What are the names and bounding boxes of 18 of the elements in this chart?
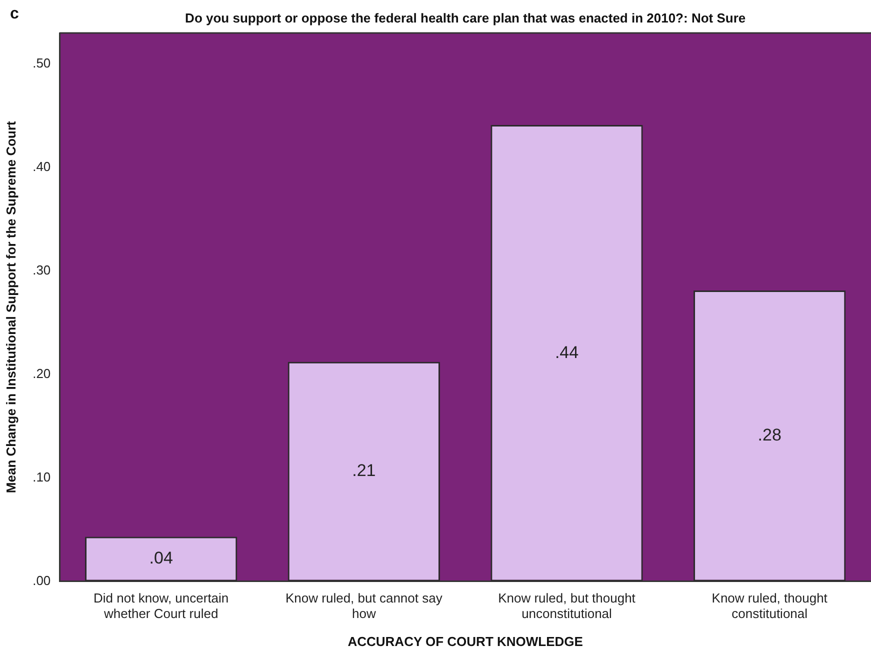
x-tick-label: Did not know, uncertain whether Court ruled (94, 590, 229, 622)
data-label: .21 (352, 461, 376, 480)
chart-title: Do you support or oppose the federal health care plan that was enacted in 2010?: Not Sure (185, 10, 746, 26)
x-tick-label: Know ruled, thought constitutional (712, 590, 828, 622)
y-tick-label: .20 (32, 366, 51, 381)
data-label: .28 (758, 426, 782, 445)
data-label: .44 (554, 342, 579, 362)
y-axis-title: Mean Change in Institutional Support for the Supreme Court (3, 120, 18, 494)
data-label: .04 (149, 548, 173, 568)
y-tick-label: .30 (32, 262, 51, 278)
y-tick-label: .50 (32, 56, 51, 71)
y-tick-label: .10 (32, 469, 51, 484)
x-axis-title: ACCURACY OF COURT KNOWLEDGE (348, 634, 584, 649)
text: c (10, 5, 19, 22)
y-tick-label: .00 (32, 572, 51, 588)
x-tick-label: Know ruled, but thought unconstitutional (498, 590, 636, 622)
y-tick-label: .40 (32, 159, 51, 174)
x-tick-label: Know ruled, but cannot say how (286, 590, 443, 622)
